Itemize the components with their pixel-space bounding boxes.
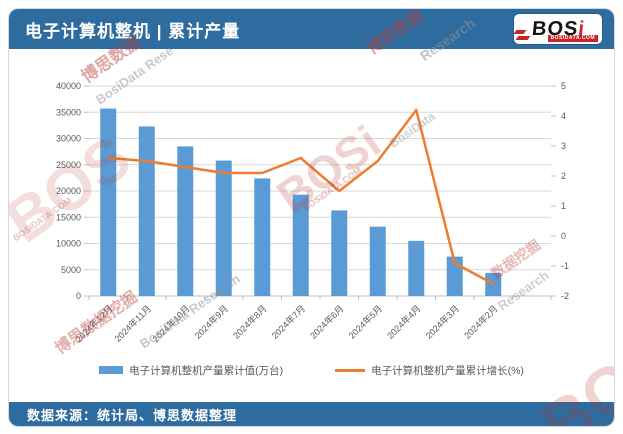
svg-text:30000: 30000 [56, 134, 81, 144]
bosi-logo: BOSi BOSIDATA.COM [513, 14, 602, 44]
legend-line-swatch [335, 368, 366, 372]
legend-bar-swatch [99, 366, 124, 374]
svg-text:5000: 5000 [61, 265, 81, 275]
source-text: 数据来源：统计局、博思数据整理 [27, 407, 238, 423]
growth-line [107, 108, 495, 286]
svg-text:2024年7月: 2024年7月 [269, 303, 307, 341]
svg-text:2024年10月: 2024年10月 [150, 303, 192, 345]
svg-text:2024年2月: 2024年2月 [461, 303, 499, 341]
bar-2024年5月 [369, 226, 386, 296]
chart-area: 0 5000 10000 15000 20000 25000 30000 35000 40000… [9, 49, 614, 358]
legend-bar-label: 电子计算机整机产量累计值(万台) [129, 364, 284, 377]
bar-2024年11月 [138, 126, 155, 296]
bar-2024年10月 [177, 146, 194, 296]
svg-text:2024年11月: 2024年11月 [112, 303, 153, 344]
axis-ticks [84, 85, 556, 300]
legend-item-line: 电子计算机整机产量累计增长(%) [335, 363, 524, 378]
svg-text:2024年4月: 2024年4月 [384, 303, 422, 341]
svg-text:1: 1 [561, 201, 566, 211]
legend-item-bars: 电子计算机整机产量累计值(万台) [99, 363, 283, 378]
bar-2024年9月 [215, 160, 232, 296]
svg-text:2024年3月: 2024年3月 [423, 303, 461, 341]
combo-chart: 0 5000 10000 15000 20000 25000 30000 35000 40000… [56, 81, 569, 345]
bar-2024年4月 [408, 240, 425, 296]
svg-text:35000: 35000 [56, 107, 81, 117]
svg-text:0: 0 [561, 231, 566, 241]
svg-text:2024年9月: 2024年9月 [192, 303, 230, 341]
logo-domain: BOSIDATA.COM [547, 35, 598, 42]
svg-text:2: 2 [561, 171, 566, 181]
svg-text:2024年12月: 2024年12月 [73, 303, 115, 345]
report-card: 电子计算机整机 | 累计产量 BOSi BOSIDATA.COM 0 5000 10… [8, 8, 615, 427]
header: 电子计算机整机 | 累计产量 BOSi BOSIDATA.COM [9, 9, 614, 49]
svg-text:5: 5 [561, 81, 566, 91]
svg-text:2024年8月: 2024年8月 [230, 303, 268, 341]
svg-text:-2: -2 [561, 291, 569, 301]
source-bar: 数据来源：统计局、博思数据整理 [9, 402, 614, 426]
svg-text:40000: 40000 [56, 81, 81, 91]
bar-2024年12月 [100, 108, 117, 296]
legend: 电子计算机整机产量累计值(万台) 电子计算机整机产量累计增长(%) [9, 358, 614, 382]
bars [100, 108, 502, 296]
svg-text:15000: 15000 [56, 212, 81, 222]
left-axis-labels: 0 5000 10000 15000 20000 25000 30000 35000 40000 [56, 81, 81, 301]
svg-text:20000: 20000 [56, 186, 81, 196]
legend-line-label: 电子计算机整机产量累计增长(%) [371, 364, 524, 377]
svg-text:10000: 10000 [56, 239, 81, 249]
logo-stripe-icon [513, 30, 527, 34]
right-axis-labels: -2 -1 0 1 2 3 4 5 [561, 81, 569, 301]
svg-text:2024年6月: 2024年6月 [307, 303, 345, 341]
bar-2024年7月 [292, 194, 309, 296]
logo-stripe-icon [515, 36, 531, 40]
svg-text:3: 3 [561, 141, 566, 151]
svg-text:4: 4 [561, 111, 566, 121]
svg-text:0: 0 [76, 291, 81, 301]
bar-2024年8月 [254, 178, 271, 296]
gridlines [89, 85, 551, 297]
svg-text:-1: -1 [561, 261, 569, 271]
svg-text:2024年5月: 2024年5月 [346, 303, 384, 341]
svg-text:25000: 25000 [56, 160, 81, 170]
chart-title: 电子计算机整机 | 累计产量 [25, 21, 241, 41]
bar-2024年6月 [331, 210, 348, 296]
